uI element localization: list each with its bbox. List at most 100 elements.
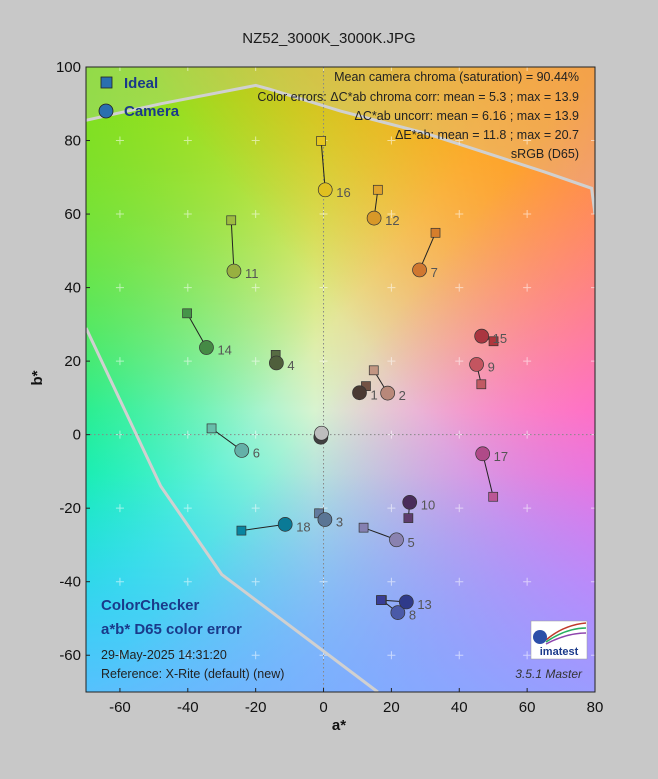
grid-cross: [523, 357, 532, 366]
grid-cross: [591, 136, 595, 145]
grid-cross: [523, 67, 532, 71]
chart-info-subtitle: a*b* D65 color error: [101, 621, 242, 638]
grid-cross: [183, 504, 192, 513]
chart-info-date: 29-May-2025 14:31:20: [101, 648, 227, 662]
x-tick-label: -20: [245, 699, 267, 716]
camera-marker: [226, 263, 242, 279]
grid-cross: [523, 210, 532, 219]
y-tick-label: 0: [73, 427, 81, 444]
x-tick-label: 40: [451, 699, 468, 716]
grid-cross: [251, 283, 260, 292]
connector-line: [241, 523, 286, 532]
legend-camera-marker: [98, 103, 114, 119]
grid-cross: [387, 577, 396, 586]
camera-marker: [277, 517, 293, 532]
patch-label: 1: [371, 388, 378, 403]
x-tick-label: 80: [587, 699, 604, 716]
legend-camera-label: Camera: [124, 103, 180, 120]
grid-cross: [115, 283, 124, 292]
x-tick-label: -60: [109, 699, 131, 716]
patch-label: 7: [431, 265, 438, 280]
ideal-marker: [236, 525, 247, 536]
grid-cross: [523, 577, 532, 586]
camera-marker: [469, 357, 484, 372]
camera-marker: [317, 512, 333, 527]
grid-cross: [251, 651, 260, 660]
grid-cross: [183, 283, 192, 292]
x-tick-label: 0: [319, 699, 327, 716]
patch-label: 4: [287, 358, 294, 373]
patch-label: 5: [407, 535, 414, 550]
patch-label: 18: [296, 519, 310, 534]
info-line-uncorr: ΔC*ab uncorr: mean = 6.16 ; max = 13.9: [355, 109, 579, 123]
info-line-delta-e: ΔE*ab: mean = 11.8 ; max = 20.7: [395, 128, 579, 142]
info-line-colorspace: sRGB (D65): [511, 147, 579, 161]
camera-marker: [390, 605, 406, 620]
ideal-markers: [182, 136, 499, 605]
grid-cross: [319, 67, 328, 71]
grid-cross: [183, 136, 192, 145]
y-tick-label: -60: [59, 647, 81, 664]
grid-cross: [115, 210, 124, 219]
version-label: 3.5.1 Master: [515, 667, 583, 681]
patch-label: 12: [385, 213, 399, 228]
grid-cross: [115, 651, 124, 660]
grid-cross: [591, 430, 595, 439]
grid-cross: [591, 577, 595, 586]
connector-line: [230, 220, 235, 272]
camera-marker: [412, 262, 427, 278]
patch-label: 9: [488, 359, 495, 374]
y-tick-label: 40: [64, 280, 81, 297]
camera-marker: [234, 443, 250, 458]
grid-cross: [183, 577, 192, 586]
imatest-logo: imatest: [530, 620, 588, 660]
grid-cross: [455, 67, 464, 71]
camera-marker: [389, 532, 404, 548]
patch-label: 11: [245, 266, 259, 281]
logo-text: imatest: [540, 646, 579, 658]
grid-cross: [115, 504, 124, 513]
grid-cross: [387, 136, 396, 145]
y-tick-label: -20: [59, 500, 81, 517]
camera-marker: [398, 594, 414, 610]
legend: Ideal Camera: [98, 75, 180, 120]
y-axis-label: b*: [29, 370, 46, 385]
grid-cross: [523, 283, 532, 292]
grid-cross: [455, 504, 464, 513]
ideal-marker: [182, 308, 192, 319]
camera-marker: [366, 210, 382, 226]
grid-cross: [183, 67, 192, 71]
logo-swoosh-green: [545, 627, 587, 643]
camera-marker: [402, 494, 418, 510]
patch-label: 2: [399, 388, 406, 403]
grid-cross: [251, 67, 260, 71]
info-line-color-errors: Color errors: ΔC*ab chroma corr: mean = …: [257, 90, 579, 104]
y-ticks: -60 -40 -20 0 20 40 60 80 100: [56, 59, 90, 664]
y-tick-label: -40: [59, 574, 81, 591]
grid-cross: [387, 67, 396, 71]
x-tick-label: 20: [383, 699, 400, 716]
ideal-marker: [476, 379, 487, 390]
ideal-marker: [206, 423, 217, 434]
grid-cross: [591, 651, 595, 660]
grid-cross: [387, 504, 396, 513]
grid-cross: [115, 136, 124, 145]
camera-marker: [380, 385, 396, 401]
y-tick-label: 80: [64, 133, 81, 150]
patch-label: 6: [253, 445, 260, 460]
chart-info-block: ColorChecker a*b* D65 color error 29-May…: [101, 597, 284, 681]
camera-marker: [314, 425, 329, 441]
patch-label: 3: [336, 515, 343, 530]
grid-cross: [591, 283, 595, 292]
logo-swoosh-purple: [545, 632, 587, 645]
patch-label: 10: [421, 497, 435, 512]
ideal-marker: [376, 595, 386, 605]
grid-cross: [115, 67, 124, 71]
patch-label: 16: [336, 185, 350, 200]
grid-cross: [251, 577, 260, 586]
gamut-boundary-line: [86, 83, 595, 215]
legend-ideal-marker: [100, 76, 113, 89]
chart-title: NZ52_3000K_3000K.JPG: [242, 30, 416, 47]
